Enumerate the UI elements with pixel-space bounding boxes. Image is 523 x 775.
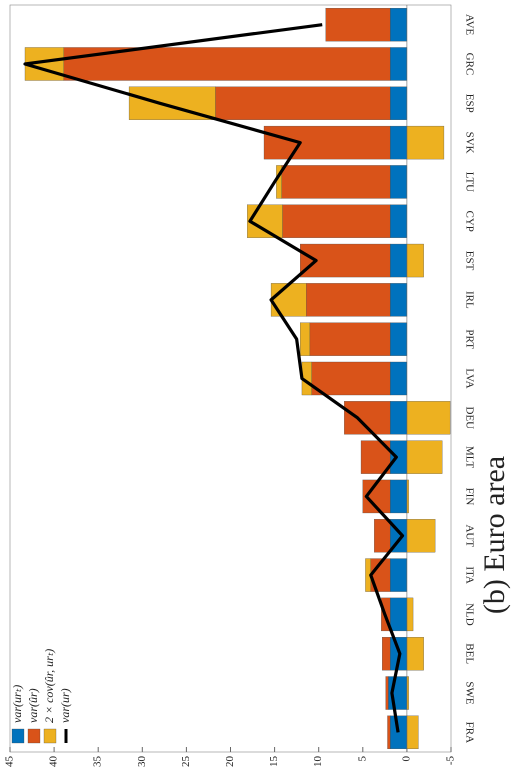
y-tick-label: 10 xyxy=(312,756,324,768)
bar-segment xyxy=(344,401,391,435)
y-tick-label: 25 xyxy=(180,756,192,768)
y-tick-label: 15 xyxy=(268,756,280,768)
legend-label: var(ur) xyxy=(58,688,72,723)
bar-segment xyxy=(389,558,408,592)
bar-segment xyxy=(389,165,408,199)
bar-segment xyxy=(325,7,391,42)
bar-segment xyxy=(309,322,391,356)
bar-segment xyxy=(374,519,391,553)
y-tick-label: -5 xyxy=(445,756,457,766)
bar-segment xyxy=(311,361,391,396)
x-tick-label: ITA xyxy=(463,566,475,584)
bar-segment xyxy=(406,637,424,671)
bar-segment xyxy=(300,322,311,356)
bar-segment xyxy=(282,204,391,238)
y-tick-label: 35 xyxy=(92,756,104,768)
x-tick-label: AUT xyxy=(463,524,475,547)
bar-segment xyxy=(406,125,445,160)
bar-segment xyxy=(389,283,408,317)
x-tick-label: FRA xyxy=(463,722,475,743)
x-tick-label: LTU xyxy=(463,172,475,192)
legend-swatch xyxy=(11,728,25,744)
bar-segment xyxy=(281,165,391,199)
bar-segment xyxy=(389,7,408,42)
bar-segment xyxy=(389,86,408,120)
bar-segment xyxy=(389,479,408,514)
bar-segment xyxy=(389,440,408,474)
bar-segment xyxy=(389,243,408,278)
x-tick-label: EST xyxy=(463,251,475,271)
bar-segment xyxy=(406,401,451,435)
x-tick-label: FIN xyxy=(463,488,475,506)
y-tick-label: 0 xyxy=(400,756,412,762)
bar-segment xyxy=(389,125,408,160)
y-tick-label: 40 xyxy=(48,756,60,768)
x-tick-label: BEL xyxy=(463,643,475,664)
bar-segment xyxy=(215,86,391,120)
caption: (b) Euro area xyxy=(478,456,511,614)
bar-segment xyxy=(406,440,443,474)
legend-label: var(ûr) xyxy=(26,688,40,723)
bar-segment xyxy=(406,597,414,632)
bar-segment xyxy=(300,243,391,278)
bar-segment xyxy=(389,597,408,632)
x-tick-label: LVA xyxy=(463,368,475,388)
rotated-figure: (b) Euro area 45 40 35 30 25 20 15 10 5 0 -5 FRA SWE… xyxy=(4,4,511,768)
y-tick-label: 20 xyxy=(224,756,236,768)
bar-segment xyxy=(382,637,391,671)
bar-segment xyxy=(389,361,408,396)
bar-segment xyxy=(387,715,391,750)
bar-segment xyxy=(389,322,408,356)
bar-segment xyxy=(362,479,391,514)
x-tick-label: SVK xyxy=(463,132,475,154)
line-series xyxy=(23,23,405,733)
x-tick-label: MLT xyxy=(463,446,475,468)
legend-swatch xyxy=(27,728,41,744)
x-tick-label: ESP xyxy=(463,94,475,113)
bar-segment xyxy=(263,125,391,160)
bar-segment xyxy=(406,519,436,553)
x-tick-label: DEU xyxy=(463,407,475,430)
bar-segment xyxy=(270,283,307,317)
bar-segment xyxy=(360,440,391,474)
y-tick-label: 5 xyxy=(356,756,368,762)
x-tick-label: IRL xyxy=(463,291,475,309)
bar-segment xyxy=(389,204,408,238)
bar-segment xyxy=(389,401,408,435)
x-tick-label: SWE xyxy=(463,681,475,705)
y-tick-label: 45 xyxy=(4,756,16,768)
x-tick-label: NLD xyxy=(463,603,475,626)
bar-segment xyxy=(306,283,391,317)
x-tick-label: GRC xyxy=(463,53,475,76)
legend-swatch xyxy=(43,728,57,744)
y-tick-label: 30 xyxy=(136,756,148,768)
x-tick-label: CYP xyxy=(463,211,475,232)
x-tick-label: AVE xyxy=(463,14,475,35)
legend-label: 2 × cov(ûr, urₜ) xyxy=(42,649,56,723)
bar-segment xyxy=(389,715,408,750)
legend-label: var(urₜ) xyxy=(10,685,24,723)
bar-segment xyxy=(385,676,389,710)
bar-segment xyxy=(406,715,419,750)
bar-segment xyxy=(406,243,424,278)
bar-segment xyxy=(389,47,408,81)
x-tick-label: PRT xyxy=(463,329,475,349)
